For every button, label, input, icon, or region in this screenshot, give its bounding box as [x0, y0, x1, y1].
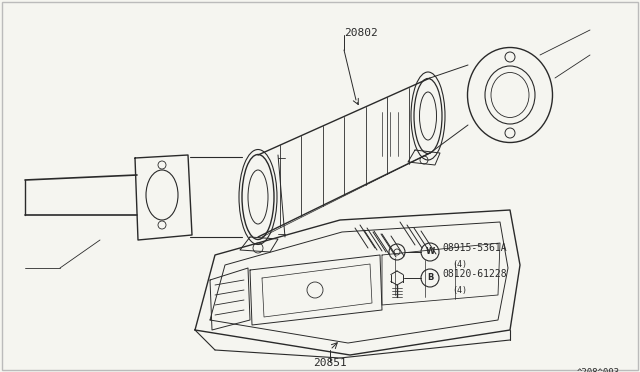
Text: W: W — [426, 247, 435, 257]
Text: ^208^003: ^208^003 — [577, 368, 620, 372]
Text: 08120-61228: 08120-61228 — [442, 269, 507, 279]
Text: (4): (4) — [452, 260, 467, 269]
Text: 08915-5361A: 08915-5361A — [442, 243, 507, 253]
Text: (4): (4) — [452, 285, 467, 295]
Text: 20802: 20802 — [344, 28, 378, 38]
Text: 20851: 20851 — [313, 358, 347, 368]
Text: B: B — [427, 273, 433, 282]
